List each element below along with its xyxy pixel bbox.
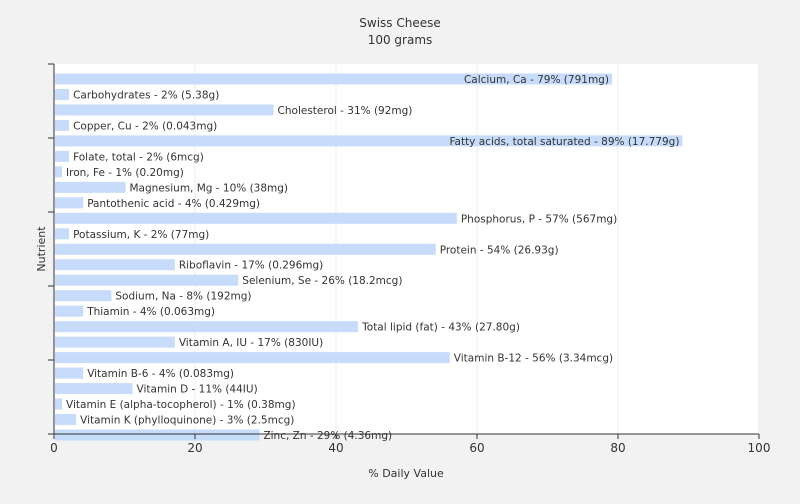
x-tick-label: 40 xyxy=(328,441,343,455)
bar xyxy=(55,274,239,286)
bar xyxy=(55,212,457,224)
bar xyxy=(55,150,70,162)
bar-label: Vitamin E (alpha-tocopherol) - 1% (0.38m… xyxy=(66,399,295,411)
bar-label: Pantothenic acid - 4% (0.429mg) xyxy=(87,198,260,210)
bar xyxy=(55,321,359,333)
bar xyxy=(55,88,70,100)
bar xyxy=(55,166,63,178)
bar xyxy=(55,259,175,271)
axes: 0 20 40 60 80 100 xyxy=(48,63,771,455)
bar xyxy=(55,429,260,441)
bar-label: Protein - 54% (26.93g) xyxy=(440,244,559,256)
x-axis-label: % Daily Value xyxy=(368,467,444,480)
bar xyxy=(55,367,84,379)
bar-label: Vitamin K (phylloquinone) - 3% (2.5mcg) xyxy=(80,415,294,427)
bar-label: Vitamin B-12 - 56% (3.34mcg) xyxy=(454,353,613,365)
bar xyxy=(55,119,70,131)
bar-label: Copper, Cu - 2% (0.043mg) xyxy=(73,120,217,132)
bar xyxy=(55,414,77,426)
bar-label: Carbohydrates - 2% (5.38g) xyxy=(73,89,219,101)
bar-label: Vitamin D - 11% (44IU) xyxy=(137,384,258,396)
bar-label: Magnesium, Mg - 10% (38mg) xyxy=(130,182,289,194)
bar xyxy=(55,73,612,85)
bar xyxy=(55,104,274,116)
bar-label: Thiamin - 4% (0.063mg) xyxy=(86,306,215,318)
bar-label: Zinc, Zn - 29% (4.36mg) xyxy=(263,430,392,442)
bar xyxy=(55,181,126,193)
bar-label: Selenium, Se - 26% (18.2mcg) xyxy=(242,275,402,287)
bar xyxy=(55,336,175,348)
bar-label: Potassium, K - 2% (77mg) xyxy=(73,229,209,241)
y-axis-label: Nutrient xyxy=(35,226,48,272)
bar xyxy=(55,383,133,395)
bar-label: Cholesterol - 31% (92mg) xyxy=(278,105,413,117)
bar xyxy=(55,197,84,209)
bar xyxy=(55,305,84,317)
bar-label: Vitamin B-6 - 4% (0.083mg) xyxy=(87,368,234,380)
bar-label: Total lipid (fat) - 43% (27.80g) xyxy=(361,322,520,334)
x-tick-label: 80 xyxy=(610,441,625,455)
bar xyxy=(55,228,70,240)
x-tick-label: 0 xyxy=(50,441,58,455)
bar-label: Sodium, Na - 8% (192mg) xyxy=(115,291,251,303)
chart-title: Swiss Cheese xyxy=(359,16,440,30)
bar-label: Calcium, Ca - 79% (791mg) xyxy=(464,74,609,86)
bar-label: Folate, total - 2% (6mcg) xyxy=(73,151,204,163)
bar-label: Riboflavin - 17% (0.296mg) xyxy=(179,260,323,272)
x-tick-label: 100 xyxy=(748,441,771,455)
bar xyxy=(55,290,112,302)
x-tick-label: 20 xyxy=(187,441,202,455)
chart-subtitle: 100 grams xyxy=(368,33,433,47)
bar xyxy=(55,135,683,147)
bar-label: Phosphorus, P - 57% (567mg) xyxy=(461,213,617,225)
bar-label: Vitamin A, IU - 17% (830IU) xyxy=(179,337,323,349)
bar xyxy=(55,243,436,255)
bar xyxy=(55,398,63,410)
bars: Calcium, Ca - 79% (791mg) Carbohydrates -… xyxy=(55,73,683,442)
bar-label: Fatty acids, total saturated - 89% (17.7… xyxy=(449,136,679,148)
x-tick-label: 60 xyxy=(469,441,484,455)
bar xyxy=(55,352,450,364)
bar-label: Iron, Fe - 1% (0.20mg) xyxy=(66,167,184,179)
